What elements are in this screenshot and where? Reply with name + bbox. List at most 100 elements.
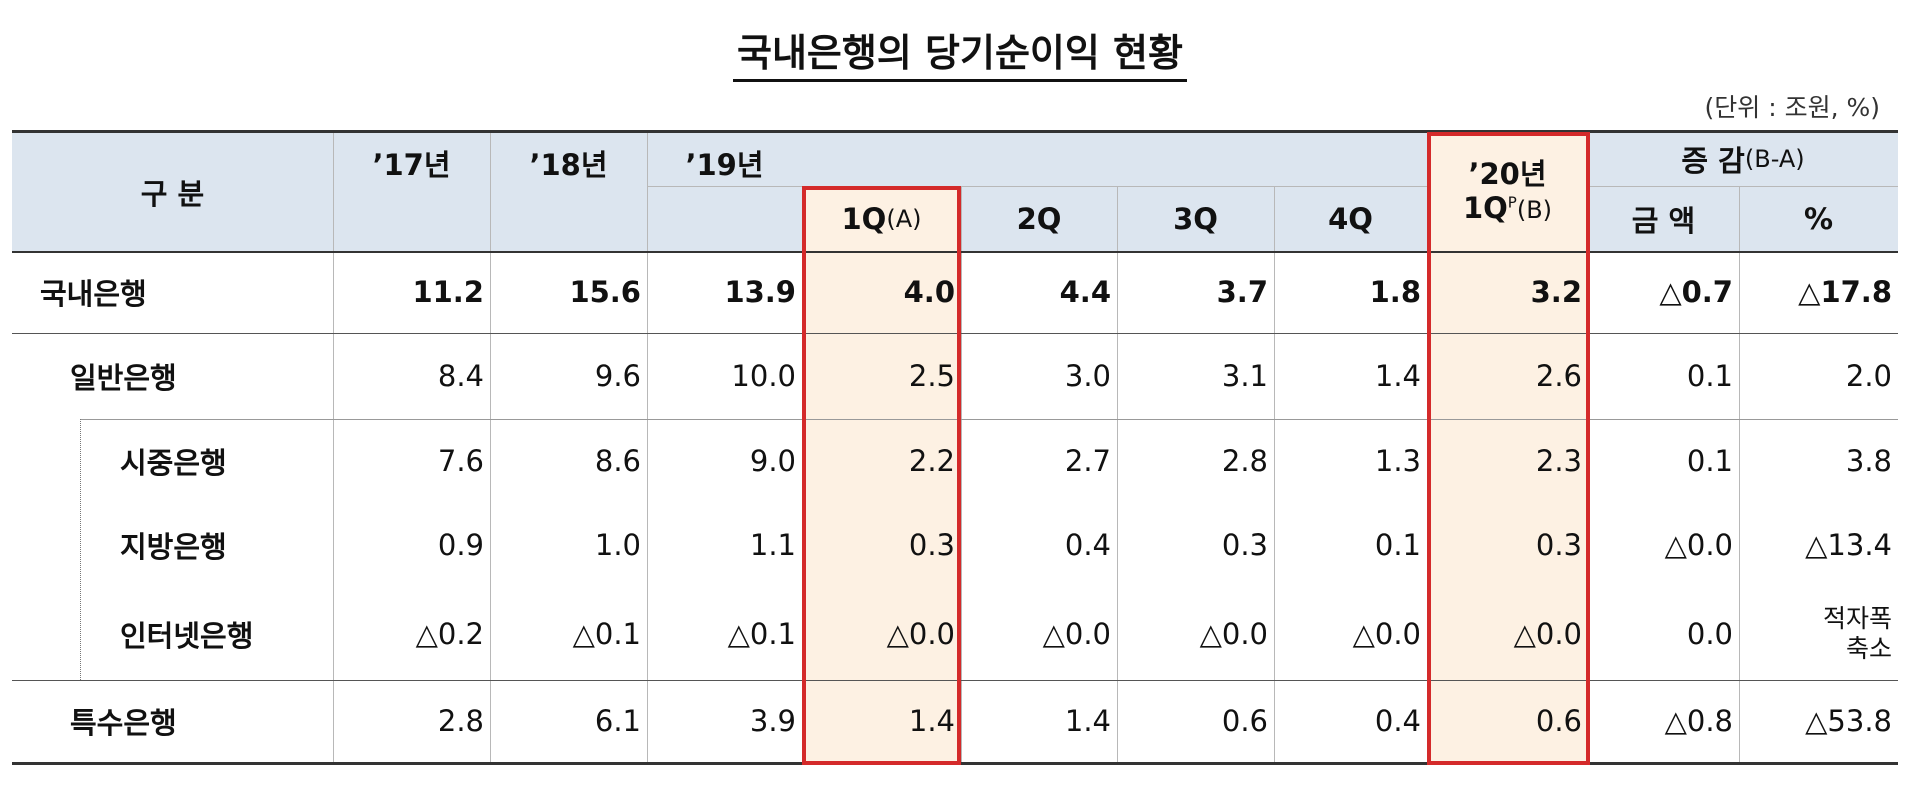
red-box xyxy=(802,186,961,765)
value-cell: 2.7 xyxy=(961,419,1117,502)
text: △0.7 xyxy=(1659,275,1733,309)
value-cell: 4.0 xyxy=(802,251,961,333)
header-cell: ’20년 1QP(B) xyxy=(1427,132,1588,251)
text: 0.6 xyxy=(1221,704,1268,738)
text: 9.6 xyxy=(594,359,641,393)
row-name: 특수은행 xyxy=(70,680,333,762)
value-cell: 1.3 xyxy=(1274,419,1427,502)
text: 2.2 xyxy=(908,443,955,478)
value-cell: 0.1 xyxy=(1588,333,1739,419)
row-name: 지방은행 xyxy=(120,502,333,588)
text: 2.0 xyxy=(1845,359,1892,393)
value-cell: 2.5 xyxy=(802,333,961,419)
text: 10.0 xyxy=(731,359,796,393)
text: 0.3 xyxy=(908,528,955,562)
v-line xyxy=(647,132,648,762)
value-cell: 4.4 xyxy=(961,251,1117,333)
text: △17.8 xyxy=(1798,275,1892,309)
value-cell: 0.4 xyxy=(961,502,1117,588)
value-cell: △0.0 xyxy=(1274,588,1427,680)
value-cell: 1.4 xyxy=(1274,333,1427,419)
text: △0.0 xyxy=(1042,617,1111,651)
text: 2.8 xyxy=(1221,443,1268,478)
text: P xyxy=(1507,192,1517,211)
v-line xyxy=(490,132,491,762)
highlight xyxy=(1427,132,1588,762)
rule xyxy=(12,251,1898,253)
text: △0.0 xyxy=(886,617,955,651)
text: 13.9 xyxy=(724,275,796,309)
text: ’20년 xyxy=(1468,157,1547,192)
text: 1.8 xyxy=(1369,275,1421,309)
text: 1.3 xyxy=(1374,443,1421,478)
h-line xyxy=(1588,186,1898,187)
value-cell: 0.4 xyxy=(1274,680,1427,762)
header-cell: ’17년 xyxy=(333,132,490,194)
text: 0.1 xyxy=(1686,359,1733,393)
text: 11.2 xyxy=(412,275,484,309)
text: 일반은행 xyxy=(70,361,177,395)
header-cell: 증 감 (B-A) xyxy=(1588,132,1898,186)
text: 3.8 xyxy=(1845,443,1892,478)
text: △0.8 xyxy=(1664,704,1733,738)
text: 0.3 xyxy=(1221,528,1268,562)
text: 증 감 xyxy=(1681,144,1745,178)
text: 7.6 xyxy=(437,443,484,478)
text: (B-A) xyxy=(1744,145,1805,173)
row-name: 국내은행 xyxy=(40,251,333,333)
value-cell: 1.1 xyxy=(647,502,802,588)
text: 3.9 xyxy=(749,704,796,738)
value-cell: 2.2 xyxy=(802,419,961,502)
value-cell: △0.0 xyxy=(1117,588,1274,680)
text: 금 액 xyxy=(1631,203,1696,238)
text: 8.4 xyxy=(437,359,484,393)
text: 6.1 xyxy=(594,704,641,738)
value-cell: 적자폭 축소 xyxy=(1739,588,1898,680)
text: 9.0 xyxy=(749,443,796,478)
header-cell: 금 액 xyxy=(1588,186,1739,251)
value-cell: 2.6 xyxy=(1427,333,1588,419)
text: 4.0 xyxy=(903,275,955,309)
text: ’18년 xyxy=(529,148,608,182)
value-cell: 0.0 xyxy=(1588,588,1739,680)
unit: (단위 : 조원, %) xyxy=(1704,93,1880,122)
row-name: 인터넷은행 xyxy=(120,588,333,680)
value-cell: 2.8 xyxy=(333,680,490,762)
text: 특수은행 xyxy=(70,706,177,740)
text: 0.4 xyxy=(1374,704,1421,738)
text: △0.1 xyxy=(727,617,796,651)
value-cell: 0.9 xyxy=(333,502,490,588)
text: 2.7 xyxy=(1064,443,1111,478)
v-line xyxy=(647,132,648,186)
header-cell: 3Q xyxy=(1117,186,1274,251)
value-cell: 0.3 xyxy=(802,502,961,588)
text: 3.2 xyxy=(1530,275,1582,309)
v-line xyxy=(961,186,962,762)
line: 1QP(B) xyxy=(1463,191,1552,225)
text: 2.3 xyxy=(1535,443,1582,478)
value-cell: 1.8 xyxy=(1274,251,1427,333)
text: 0.4 xyxy=(1064,528,1111,562)
text: △13.4 xyxy=(1805,528,1892,562)
v-line xyxy=(1739,186,1740,762)
value-cell: 0.6 xyxy=(1117,680,1274,762)
h-line xyxy=(80,419,1898,420)
row-name: 시중은행 xyxy=(120,419,333,502)
value-cell: 8.4 xyxy=(333,333,490,419)
text: 1.4 xyxy=(1374,359,1421,393)
text: 3.1 xyxy=(1221,359,1268,393)
value-cell: △0.0 xyxy=(1427,588,1588,680)
value-cell: 2.0 xyxy=(1739,333,1898,419)
value-cell: 3.2 xyxy=(1427,251,1588,333)
header-cell: 구 분 xyxy=(12,132,333,251)
text: 국내은행 xyxy=(40,277,147,311)
red-box xyxy=(1427,132,1590,765)
text: △0.0 xyxy=(1199,617,1268,651)
text: 지방은행 xyxy=(120,530,227,564)
text: 3.7 xyxy=(1216,275,1268,309)
value-cell: 6.1 xyxy=(490,680,647,762)
value-cell: 1.0 xyxy=(490,502,647,588)
value-cell: 15.6 xyxy=(490,251,647,333)
value-cell: 3.8 xyxy=(1739,419,1898,502)
